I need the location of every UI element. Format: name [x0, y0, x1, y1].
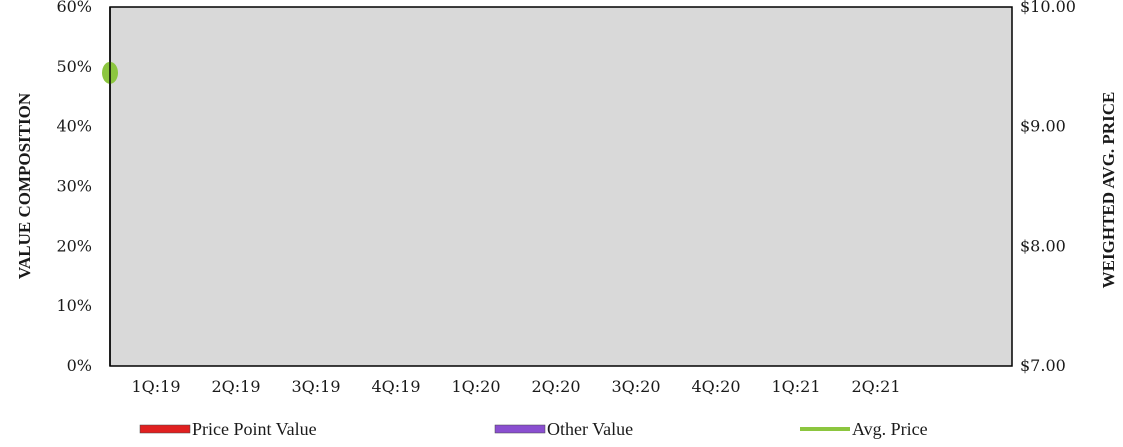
right-tick-label: $10.00 — [1020, 0, 1076, 16]
right-axis-ticks: $7.00 $8.00 $9.00 $10.00 — [1020, 0, 1076, 375]
x-tick-label: 1Q:19 — [131, 377, 180, 396]
left-tick-label: 60% — [56, 0, 92, 16]
plot-area — [109, 6, 1013, 367]
left-tick-label: 20% — [56, 236, 92, 255]
right-tick-label: $9.00 — [1020, 117, 1066, 136]
right-tick-label: $8.00 — [1020, 236, 1066, 255]
legend-label: Avg. Price — [852, 419, 928, 439]
left-tick-label: 40% — [56, 117, 92, 136]
legend-swatch-price-point-value — [139, 424, 191, 434]
x-tick-label: 2Q:20 — [531, 377, 580, 396]
left-axis-ticks: 0% 10% 20% 30% 40% 50% 60% — [56, 0, 92, 375]
x-tick-label: 2Q:19 — [211, 377, 260, 396]
left-tick-label: 30% — [56, 177, 92, 196]
left-tick-label: 10% — [56, 296, 92, 315]
x-tick-label: 2Q:21 — [851, 377, 900, 396]
left-tick-label: 0% — [67, 356, 92, 375]
x-tick-label: 3Q:20 — [611, 377, 660, 396]
right-tick-label: $7.00 — [1020, 356, 1066, 375]
legend-label: Other Value — [547, 419, 633, 439]
x-tick-label: 4Q:20 — [691, 377, 740, 396]
x-tick-label: 3Q:19 — [291, 377, 340, 396]
x-tick-label: 1Q:21 — [771, 377, 820, 396]
left-axis-title: VALUE COMPOSITION — [15, 92, 34, 279]
left-tick-label: 50% — [56, 57, 92, 76]
legend-label: Price Point Value — [192, 419, 317, 439]
x-tick-label: 1Q:20 — [451, 377, 500, 396]
legend: Price Point Value Other Value Avg. Price — [139, 419, 928, 439]
x-axis-ticks: 1Q:19 2Q:19 3Q:19 4Q:19 1Q:20 2Q:20 3Q:20 4Q:20… — [131, 377, 900, 396]
x-tick-label: 4Q:19 — [371, 377, 420, 396]
legend-swatch-other-value — [494, 424, 546, 434]
right-axis-title: WEIGHTED AVG. PRICE — [1099, 92, 1118, 289]
series-marks — [102, 7, 118, 366]
